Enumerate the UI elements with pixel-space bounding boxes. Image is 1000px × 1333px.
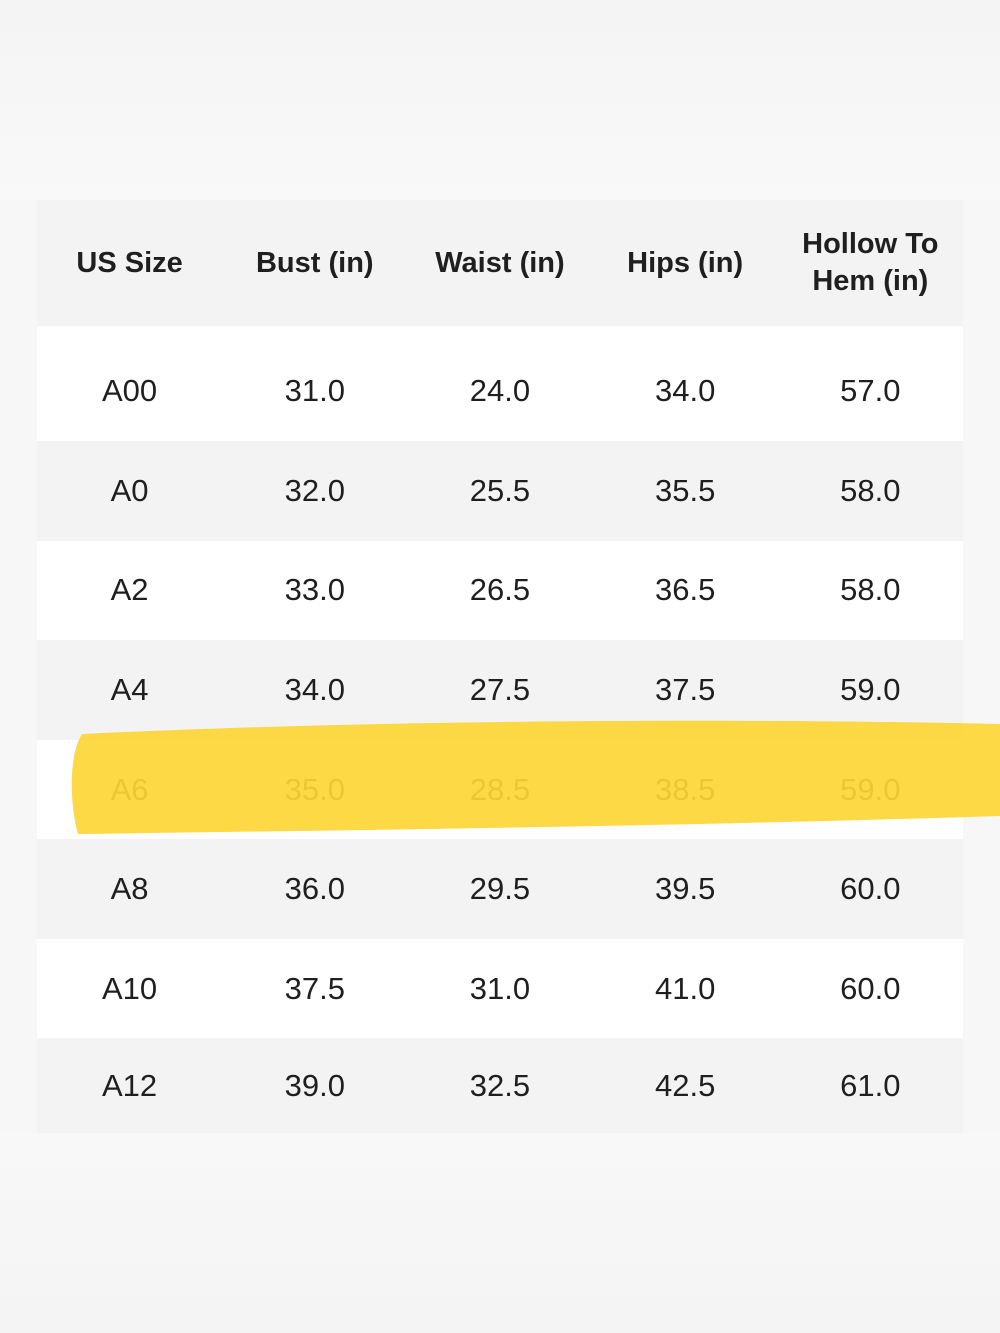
cell-bust: 35.0 — [284, 771, 345, 807]
cell-size: A0 — [110, 472, 149, 508]
table-row: A00 31.0 24.0 34.0 57.0 — [37, 341, 963, 441]
cell-waist: 27.5 — [469, 671, 531, 707]
cell-size: A00 — [102, 372, 158, 408]
cell-hollow-to-hem: 60.0 — [840, 870, 901, 906]
cell-hips: 37.5 — [654, 671, 716, 707]
cell-waist: 31.0 — [469, 970, 531, 1006]
cell-hips: 39.5 — [654, 870, 716, 906]
cell-hollow-to-hem: 60.0 — [840, 970, 901, 1006]
header-bust: Bust (in) — [255, 246, 374, 279]
cell-waist: 26.5 — [469, 571, 531, 607]
cell-hips: 35.5 — [654, 472, 716, 508]
cell-size: A2 — [110, 571, 149, 607]
cell-hollow-to-hem: 61.0 — [840, 1067, 901, 1103]
cell-waist: 32.5 — [469, 1067, 531, 1103]
table-row: A12 39.0 32.5 42.5 61.0 — [37, 1038, 963, 1133]
header-waist: Waist (in) — [435, 246, 565, 279]
cell-waist: 28.5 — [469, 771, 531, 807]
header-us-size: US Size — [76, 246, 183, 279]
cell-hips: 41.0 — [654, 970, 716, 1006]
cell-hollow-to-hem: 59.0 — [840, 771, 901, 807]
cell-bust: 37.5 — [284, 970, 345, 1006]
cell-hollow-to-hem: 58.0 — [840, 472, 901, 508]
table-row: A8 36.0 29.5 39.5 60.0 — [37, 839, 963, 939]
cell-waist: 29.5 — [469, 870, 531, 906]
table-row-highlighted: A6 35.0 28.5 38.5 59.0 — [37, 740, 963, 840]
cell-bust: 34.0 — [284, 671, 345, 707]
cell-hollow-to-hem: 57.0 — [840, 372, 901, 408]
table-header-row: US Size Bust (in) Waist (in) Hips (in) H… — [37, 200, 963, 326]
cell-size: A4 — [110, 671, 149, 707]
cell-hips: 34.0 — [654, 372, 716, 408]
cell-hollow-to-hem: 58.0 — [840, 571, 901, 607]
cell-hips: 38.5 — [654, 771, 716, 807]
cell-bust: 36.0 — [284, 870, 345, 906]
cell-waist: 24.0 — [469, 372, 531, 408]
table-row: A10 37.5 31.0 41.0 60.0 — [37, 939, 963, 1039]
background-bottom — [0, 1133, 1000, 1333]
cell-hips: 42.5 — [654, 1067, 716, 1103]
background-top — [0, 0, 1000, 200]
cell-bust: 33.0 — [284, 571, 345, 607]
cell-size: A6 — [110, 771, 149, 807]
cell-size: A10 — [102, 970, 158, 1006]
cell-hollow-to-hem: 59.0 — [840, 671, 901, 707]
cell-hips: 36.5 — [654, 571, 716, 607]
size-chart-table: US Size Bust (in) Waist (in) Hips (in) H… — [37, 200, 963, 1133]
cell-bust: 32.0 — [284, 472, 345, 508]
table-row: A0 32.0 25.5 35.5 58.0 — [37, 441, 963, 541]
cell-size: A12 — [102, 1067, 158, 1103]
cell-waist: 25.5 — [469, 472, 531, 508]
cell-bust: 31.0 — [284, 372, 345, 408]
header-hips: Hips (in) — [627, 246, 744, 279]
cell-size: A8 — [110, 870, 149, 906]
table-row: A4 34.0 27.5 37.5 59.0 — [37, 640, 963, 740]
cell-bust: 39.0 — [284, 1067, 345, 1103]
header-hollow-to-hem: Hollow To Hem (in) — [802, 228, 939, 297]
table-row: A2 33.0 26.5 36.5 58.0 — [37, 540, 963, 640]
